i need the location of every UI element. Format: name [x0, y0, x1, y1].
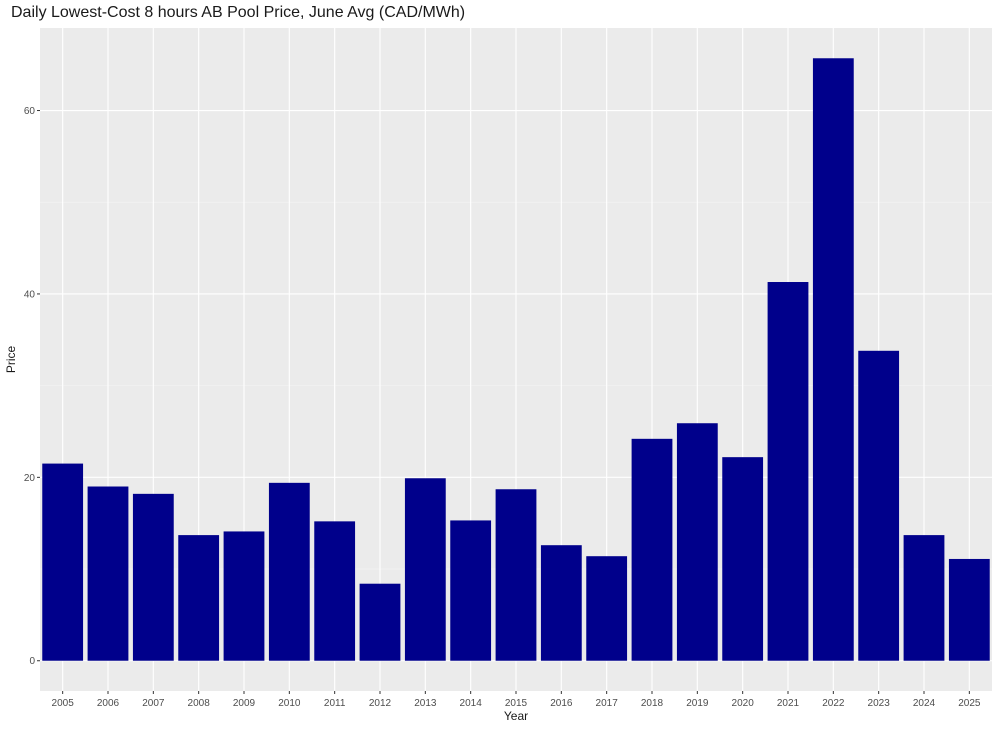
bar-2022: [812, 58, 854, 661]
x-tick-label: 2015: [505, 698, 528, 709]
x-tick-label: 2019: [686, 698, 709, 709]
x-tick-label: 2006: [97, 698, 120, 709]
y-tick-label: 40: [24, 289, 36, 300]
bar-2021: [767, 282, 809, 661]
bar-2019: [676, 423, 718, 661]
bar-2013: [404, 478, 446, 661]
bar-2012: [359, 583, 401, 661]
y-tick-label: 20: [24, 473, 36, 484]
x-tick-label: 2016: [550, 698, 573, 709]
bars: [42, 58, 990, 661]
x-tick-label: 2011: [324, 698, 346, 709]
y-axis: 0 20 40 60: [24, 106, 40, 667]
bar-2009: [223, 531, 265, 661]
bar-2005: [42, 463, 84, 661]
x-axis: 2005 2006 2007 2008 2009 2010 2011 2012 2013 2014…: [52, 691, 981, 709]
bar-2015: [495, 489, 537, 661]
bar-2008: [178, 535, 220, 661]
x-tick-label: 2007: [142, 698, 165, 709]
bar-2017: [586, 556, 628, 661]
y-axis-title: Price: [4, 346, 18, 374]
x-tick-label: 2022: [822, 698, 845, 709]
bar-2011: [314, 521, 356, 661]
bar-2018: [631, 438, 673, 661]
x-tick-label: 2012: [369, 698, 392, 709]
x-tick-label: 2008: [188, 698, 211, 709]
bar-2007: [132, 493, 174, 661]
x-tick-label: 2024: [913, 698, 936, 709]
x-tick-label: 2010: [278, 698, 301, 709]
bar-2016: [540, 545, 582, 661]
x-tick-label: 2025: [958, 698, 981, 709]
x-tick-label: 2017: [596, 698, 619, 709]
x-tick-label: 2020: [732, 698, 755, 709]
x-tick-label: 2014: [460, 698, 483, 709]
bar-2025: [948, 558, 990, 661]
y-tick-label: 60: [24, 106, 36, 117]
bar-2024: [903, 535, 945, 661]
bar-2010: [268, 482, 310, 661]
x-tick-label: 2005: [52, 698, 75, 709]
x-tick-label: 2013: [414, 698, 437, 709]
bar-2014: [450, 520, 492, 661]
x-axis-title: Year: [504, 709, 528, 723]
y-tick-label: 0: [29, 656, 35, 667]
x-tick-label: 2023: [868, 698, 891, 709]
bar-2023: [858, 350, 900, 661]
x-tick-label: 2018: [641, 698, 664, 709]
x-tick-label: 2009: [233, 698, 256, 709]
x-tick-label: 2021: [777, 698, 800, 709]
chart-title: Daily Lowest-Cost 8 hours AB Pool Price,…: [11, 4, 466, 21]
bar-2020: [722, 457, 764, 661]
bar-2006: [87, 486, 129, 661]
